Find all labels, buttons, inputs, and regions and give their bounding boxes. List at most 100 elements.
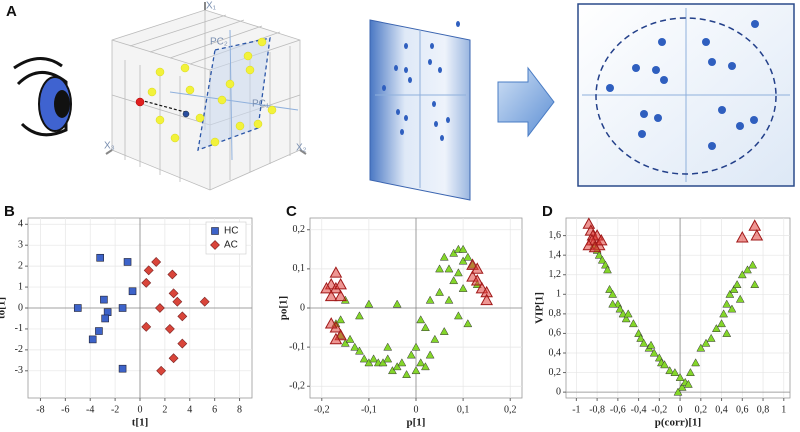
y-tick-label: 1,2 <box>549 269 562 280</box>
pc-label: PC₂ <box>210 37 228 48</box>
point <box>177 338 188 349</box>
point <box>439 252 449 261</box>
point <box>439 326 449 335</box>
point <box>621 314 631 323</box>
panel-label: D <box>542 203 553 220</box>
point <box>411 366 421 375</box>
point <box>392 362 402 371</box>
point <box>199 296 210 307</box>
point <box>675 372 685 381</box>
x-tick-label: 0,8 <box>757 404 770 415</box>
point <box>177 311 188 322</box>
point <box>737 270 747 279</box>
y-tick-label: -3 <box>15 365 23 376</box>
point <box>449 248 459 257</box>
panel-label: B <box>4 203 15 220</box>
point <box>463 319 473 328</box>
point <box>118 364 127 373</box>
point <box>425 295 435 304</box>
point <box>444 264 454 273</box>
point <box>750 280 760 288</box>
x-tick-label: 0,2 <box>504 404 517 415</box>
point <box>743 265 752 274</box>
point <box>639 338 649 347</box>
point <box>320 281 333 294</box>
point <box>603 265 612 274</box>
x-axis-title: p(corr)[1] <box>655 417 701 429</box>
point <box>665 366 675 375</box>
point <box>329 266 343 278</box>
point <box>118 304 127 312</box>
point <box>470 262 484 274</box>
point <box>364 358 374 367</box>
x-axis-title: t[1] <box>132 417 149 429</box>
y-tick-label: -0,2 <box>289 381 305 392</box>
point <box>168 353 179 364</box>
point <box>101 314 109 323</box>
x-tick-label: 0 <box>678 404 683 415</box>
projection-plane <box>369 19 471 201</box>
point <box>673 387 683 396</box>
point <box>123 258 132 266</box>
x-tick-label: 0,2 <box>695 404 708 415</box>
point <box>397 358 407 367</box>
point <box>646 340 656 349</box>
point <box>463 252 473 261</box>
y-tick-label: 0 <box>18 302 23 313</box>
x-tick-label: -2 <box>111 404 119 415</box>
x-tick-label: 8 <box>237 404 242 415</box>
pc-label: PC₁ <box>252 99 270 110</box>
point <box>597 255 607 264</box>
point <box>449 276 459 285</box>
axis-label: X₃ <box>104 141 115 152</box>
point <box>355 311 364 320</box>
y-tick-label: 1,4 <box>549 249 562 260</box>
point <box>103 308 112 316</box>
point <box>128 287 137 296</box>
point <box>392 299 402 308</box>
point <box>95 327 103 335</box>
legend-label: HC <box>224 226 238 237</box>
point <box>722 328 732 337</box>
point <box>151 257 162 267</box>
y-axis-title: to[1] <box>0 297 8 319</box>
y-tick-label: 1 <box>18 281 23 292</box>
point <box>717 319 726 328</box>
point <box>701 338 711 347</box>
x-tick-label: -6 <box>61 404 69 415</box>
point <box>605 284 614 293</box>
point <box>416 358 426 367</box>
point <box>636 333 646 342</box>
x-tick-label: -0,4 <box>631 404 647 415</box>
x-tick-label: 2 <box>162 404 167 415</box>
point <box>324 289 338 302</box>
score-plot-box <box>577 3 795 187</box>
point <box>649 348 659 357</box>
legend-label: AC <box>224 240 238 251</box>
point <box>458 256 468 265</box>
x-axis-title: p[1] <box>407 417 426 429</box>
x-tick-label: 6 <box>212 404 217 415</box>
point <box>324 317 338 329</box>
point <box>416 315 426 324</box>
point <box>406 350 416 359</box>
point <box>711 324 721 332</box>
point <box>336 315 346 324</box>
point <box>453 268 463 277</box>
x-tick-label: 0,1 <box>457 404 470 415</box>
x-tick-label: -0,2 <box>314 404 330 415</box>
x-tick-label: 0 <box>138 404 143 415</box>
point <box>748 260 758 269</box>
point <box>594 250 604 259</box>
point <box>588 240 602 253</box>
point <box>172 296 183 307</box>
point <box>402 370 412 378</box>
y-tick-label: 2 <box>18 260 23 271</box>
point <box>470 274 484 286</box>
point <box>334 289 347 302</box>
point <box>435 264 444 273</box>
point <box>453 311 463 320</box>
axis-label: X₁ <box>206 1 217 12</box>
